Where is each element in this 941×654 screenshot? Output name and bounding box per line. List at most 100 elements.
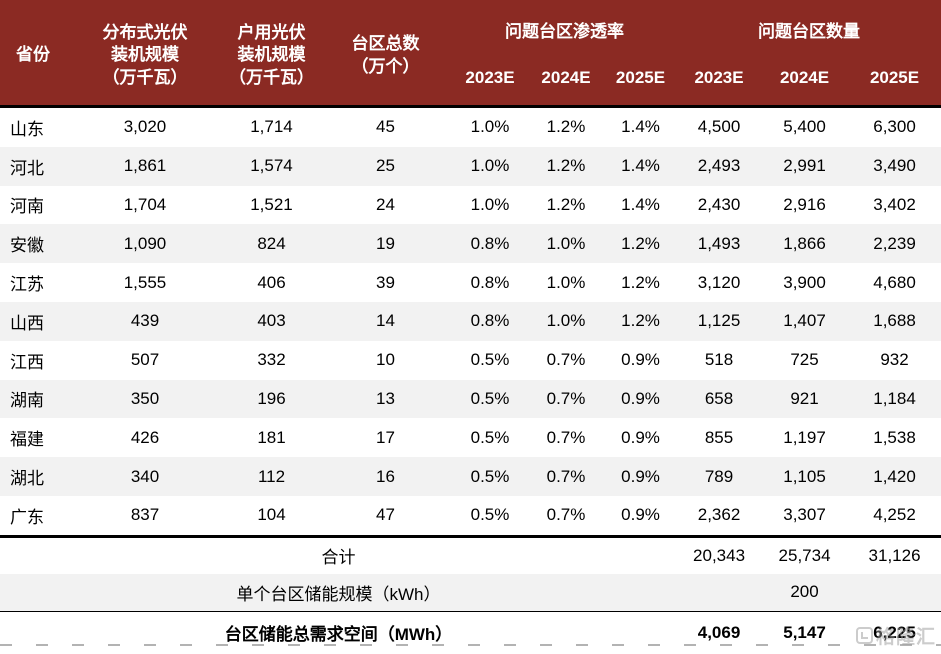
value-cell: 10	[376, 350, 395, 370]
header-count-2024e: 2024E	[761, 58, 849, 107]
value-cell: 2,991	[783, 156, 826, 176]
value-cell: 25	[376, 156, 395, 176]
value-cell: 0.5%	[470, 505, 510, 525]
province-cell: 安徽	[10, 236, 44, 256]
value-cell: 1.2%	[546, 194, 586, 214]
total-2024e: 25,734	[778, 545, 831, 565]
value-cell: 2,916	[783, 194, 826, 214]
value-cell: 13	[376, 388, 395, 408]
value-cell: 1,105	[783, 466, 826, 486]
value-cell: 2,493	[697, 156, 741, 176]
value-cell: 1.0%	[470, 194, 510, 214]
value-cell: 6,300	[873, 117, 916, 137]
header-penetration-2025e: 2025E	[604, 58, 678, 107]
value-cell: 1.2%	[546, 117, 586, 137]
value-cell: 340	[130, 466, 160, 486]
value-cell: 3,120	[697, 272, 741, 292]
table-row: 广东 837 104 47 0.5% 0.7% 0.9% 2,362 3,307 4,252	[0, 496, 941, 536]
value-cell: 0.7%	[546, 505, 586, 525]
value-cell: 4,500	[697, 117, 741, 137]
value-cell: 1.4%	[621, 156, 660, 176]
value-cell: 1,555	[123, 272, 167, 292]
value-cell: 19	[376, 233, 395, 253]
value-cell: 0.7%	[546, 427, 586, 447]
table-body: 山东 3,020 1,714 45 1.0% 1.2% 1.4% 4,500 5,400 6,30…	[0, 107, 941, 537]
value-cell: 104	[257, 505, 286, 525]
value-cell: 837	[130, 505, 160, 525]
province-cell: 山西	[10, 313, 44, 333]
value-cell: 1.2%	[621, 311, 660, 331]
value-cell: 24	[376, 194, 395, 214]
value-cell: 725	[790, 350, 819, 370]
province-cell: 河北	[10, 158, 44, 178]
value-cell: 1,493	[697, 233, 741, 253]
table-row: 安徽 1,090 824 19 0.8% 1.0% 1.2% 1,493 1,866 2,239	[0, 224, 941, 264]
value-cell: 1,861	[123, 156, 167, 176]
value-cell: 1.0%	[546, 272, 586, 292]
value-cell: 932	[880, 350, 909, 370]
value-cell: 0.7%	[546, 350, 586, 370]
value-cell: 403	[257, 311, 286, 331]
value-cell: 824	[257, 233, 286, 253]
value-cell: 4,252	[873, 505, 916, 525]
total-demand-row: 台区储能总需求空间（MWh） 4,069 5,147 6,225	[0, 611, 941, 654]
value-cell: 0.5%	[470, 350, 510, 370]
header-household-pv: 户用光伏 装机规模 （万千瓦）	[224, 0, 319, 107]
header-province: 省份	[0, 0, 66, 107]
value-cell: 789	[704, 466, 734, 486]
province-cell: 江苏	[10, 275, 44, 295]
value-cell: 0.7%	[546, 466, 586, 486]
value-cell: 2,430	[697, 194, 741, 214]
value-cell: 1.4%	[621, 194, 660, 214]
value-cell: 1,521	[250, 194, 293, 214]
value-cell: 0.7%	[546, 388, 586, 408]
unit-capacity-2024e: 200	[761, 573, 849, 612]
value-cell: 2,239	[873, 233, 916, 253]
total-demand-2025e: 6,225	[873, 622, 916, 642]
value-cell: 1,090	[123, 233, 167, 253]
total-row: 合计 20,343 25,734 31,126	[0, 536, 941, 574]
value-cell: 439	[130, 311, 160, 331]
value-cell: 0.9%	[621, 350, 660, 370]
total-2025e: 31,126	[868, 545, 921, 565]
province-cell: 福建	[10, 430, 44, 450]
value-cell: 1.0%	[546, 233, 586, 253]
province-cell: 山东	[10, 119, 44, 139]
total-demand-label: 台区储能总需求空间（MWh）	[224, 625, 453, 645]
value-cell: 1.2%	[621, 233, 660, 253]
province-cell: 江西	[10, 352, 44, 372]
value-cell: 1,184	[873, 388, 916, 408]
value-cell: 0.8%	[470, 311, 510, 331]
header-distributed-pv: 分布式光伏 装机规模 （万千瓦）	[66, 0, 224, 107]
value-cell: 0.9%	[621, 466, 660, 486]
table-row: 福建 426 181 17 0.5% 0.7% 0.9% 855 1,197 1,538	[0, 418, 941, 457]
table-row: 山西 439 403 14 0.8% 1.0% 1.2% 1,125 1,407 1,688	[0, 301, 941, 341]
value-cell: 0.9%	[621, 388, 660, 408]
unit-capacity-2025e	[848, 573, 941, 612]
header-penetration-2024e: 2024E	[528, 58, 604, 107]
value-cell: 3,020	[123, 117, 167, 137]
header-penetration-2023e: 2023E	[452, 58, 528, 107]
header-group-count: 问题台区数量	[677, 0, 941, 58]
unit-capacity-2023e	[677, 573, 762, 612]
value-cell: 2,362	[697, 505, 741, 525]
value-cell: 1,407	[783, 311, 826, 331]
table-row: 江西 507 332 10 0.5% 0.7% 0.9% 518 725 932	[0, 341, 941, 380]
total-2023e: 20,343	[693, 545, 746, 565]
table-row: 湖南 350 196 13 0.5% 0.7% 0.9% 658 921 1,184	[0, 379, 941, 419]
value-cell: 196	[257, 388, 286, 408]
value-cell: 0.5%	[470, 427, 510, 447]
value-cell: 406	[257, 272, 286, 292]
value-cell: 0.8%	[470, 233, 510, 253]
value-cell: 17	[376, 427, 395, 447]
value-cell: 0.9%	[621, 427, 660, 447]
value-cell: 1,125	[697, 311, 741, 331]
value-cell: 0.5%	[470, 466, 510, 486]
value-cell: 507	[130, 350, 160, 370]
value-cell: 1,420	[873, 466, 916, 486]
value-cell: 1.0%	[470, 117, 510, 137]
value-cell: 855	[704, 427, 734, 447]
value-cell: 332	[257, 350, 286, 370]
table-row: 江苏 1,555 406 39 0.8% 1.0% 1.2% 3,120 3,900 4,680	[0, 263, 941, 302]
